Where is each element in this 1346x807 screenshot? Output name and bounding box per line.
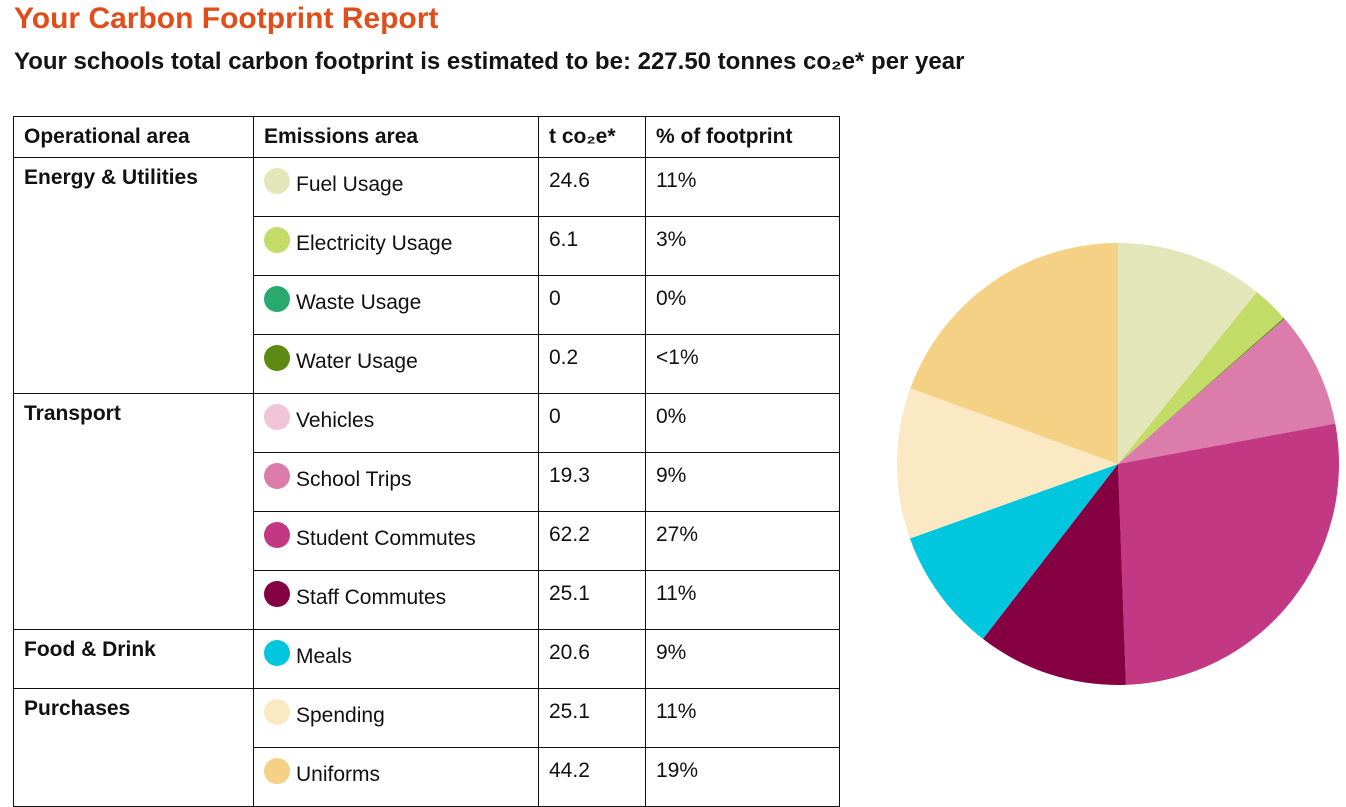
tonnes-cell: 0 bbox=[538, 275, 646, 335]
legend-swatch-icon bbox=[264, 699, 290, 725]
operational-area-cell: Food & Drink bbox=[13, 629, 254, 689]
percent-cell: <1% bbox=[645, 334, 840, 394]
emissions-area-label: Uniforms bbox=[296, 763, 381, 786]
table-row: Energy & Utilities Fuel Usage 24.6 11% bbox=[13, 157, 840, 394]
legend-swatch-icon bbox=[264, 227, 290, 253]
emissions-area-label: Meals bbox=[296, 645, 353, 668]
footprint-table: Operational area Emissions area t co₂e* … bbox=[13, 116, 840, 807]
emissions-area-label: Water Usage bbox=[296, 350, 418, 373]
operational-area-cell: Transport bbox=[13, 393, 254, 630]
pie-slice-school-trips bbox=[1118, 318, 1336, 464]
percent-cell: 0% bbox=[645, 393, 840, 453]
emissions-area-cell: Fuel Usage bbox=[253, 157, 539, 217]
header-emissions-area: Emissions area bbox=[253, 116, 539, 158]
tonnes-cell: 19.3 bbox=[538, 452, 646, 512]
pie-slice-spending bbox=[897, 388, 1118, 539]
emissions-area-cell: Electricity Usage bbox=[253, 216, 539, 276]
percent-cell: 3% bbox=[645, 216, 840, 276]
header-percent: % of footprint bbox=[645, 116, 840, 158]
table-row: Waste Usage 0 0% bbox=[14, 275, 840, 335]
legend-swatch-icon bbox=[264, 581, 290, 607]
table-body: Energy & Utilities Fuel Usage 24.6 11% Elect… bbox=[13, 157, 840, 807]
pie-slice-uniforms bbox=[910, 243, 1118, 464]
header-operational-area: Operational area bbox=[13, 116, 254, 158]
legend-swatch-icon bbox=[264, 522, 290, 548]
legend-swatch-icon bbox=[264, 286, 290, 312]
tonnes-cell: 24.6 bbox=[538, 157, 646, 217]
emissions-area-cell: Waste Usage bbox=[253, 275, 539, 335]
legend-swatch-icon bbox=[264, 758, 290, 784]
tonnes-cell: 62.2 bbox=[538, 511, 646, 571]
emissions-area-label: Waste Usage bbox=[296, 291, 422, 314]
tonnes-cell: 25.1 bbox=[538, 570, 646, 630]
percent-cell: 9% bbox=[645, 452, 840, 512]
percent-cell: 9% bbox=[645, 629, 840, 689]
emissions-area-cell: School Trips bbox=[253, 452, 539, 512]
emissions-area-cell: Spending bbox=[253, 688, 539, 748]
legend-swatch-icon bbox=[264, 345, 290, 371]
percent-cell: 0% bbox=[645, 275, 840, 335]
percent-cell: 11% bbox=[645, 570, 840, 630]
emissions-area-cell: Staff Commutes bbox=[253, 570, 539, 630]
pie-slice-meals bbox=[909, 464, 1118, 639]
table-row: Electricity Usage 6.1 3% bbox=[14, 216, 840, 276]
percent-cell: 27% bbox=[645, 511, 840, 571]
table-header-row: Operational area Emissions area t co₂e* … bbox=[13, 116, 840, 158]
legend-swatch-icon bbox=[264, 404, 290, 430]
tonnes-cell: 0 bbox=[538, 393, 646, 453]
emissions-area-label: Fuel Usage bbox=[296, 173, 404, 196]
table-row: Food & Drink Meals 20.6 9% bbox=[13, 629, 840, 689]
tonnes-cell: 20.6 bbox=[538, 629, 646, 689]
emissions-area-label: Electricity Usage bbox=[296, 232, 453, 255]
operational-area-cell: Purchases bbox=[13, 688, 254, 807]
table-row: Water Usage 0.2 <1% bbox=[14, 334, 840, 394]
tonnes-cell: 25.1 bbox=[538, 688, 646, 748]
emissions-area-cell: Meals bbox=[253, 629, 539, 689]
emissions-area-cell: Student Commutes bbox=[253, 511, 539, 571]
header-tonnes: t co₂e* bbox=[538, 116, 646, 158]
tonnes-cell: 0.2 bbox=[538, 334, 646, 394]
pie-slice-staff-commutes bbox=[982, 464, 1126, 685]
footprint-pie-chart bbox=[897, 243, 1339, 685]
tonnes-cell: 6.1 bbox=[538, 216, 646, 276]
pie-slice-electricity-usage bbox=[1118, 292, 1284, 464]
table-row: Purchases Spending 25.1 11% bbox=[13, 688, 840, 807]
emissions-area-cell: Vehicles bbox=[253, 393, 539, 453]
emissions-area-label: Student Commutes bbox=[296, 527, 476, 550]
legend-swatch-icon bbox=[264, 463, 290, 489]
legend-swatch-icon bbox=[264, 640, 290, 666]
emissions-area-cell: Uniforms bbox=[253, 747, 539, 807]
percent-cell: 19% bbox=[645, 747, 840, 807]
pie-slice-water-usage bbox=[1118, 317, 1285, 464]
report-title: Your Carbon Footprint Report bbox=[14, 2, 439, 35]
tonnes-cell: 44.2 bbox=[538, 747, 646, 807]
operational-area-cell: Energy & Utilities bbox=[13, 157, 254, 394]
percent-cell: 11% bbox=[645, 157, 840, 217]
pie-slice-student-commutes bbox=[1118, 423, 1339, 685]
emissions-area-label: School Trips bbox=[296, 468, 412, 491]
table-row: School Trips 19.3 9% bbox=[14, 452, 840, 512]
legend-swatch-icon bbox=[264, 168, 290, 194]
emissions-area-cell: Water Usage bbox=[253, 334, 539, 394]
emissions-area-label: Staff Commutes bbox=[296, 586, 447, 609]
table-row: Transport Vehicles 0 0% bbox=[13, 393, 840, 630]
footprint-summary: Your schools total carbon footprint is e… bbox=[14, 48, 965, 75]
emissions-area-label: Vehicles bbox=[296, 409, 375, 432]
percent-cell: 11% bbox=[645, 688, 840, 748]
pie-slice-fuel-usage bbox=[1118, 243, 1257, 464]
emissions-area-label: Spending bbox=[296, 704, 385, 727]
